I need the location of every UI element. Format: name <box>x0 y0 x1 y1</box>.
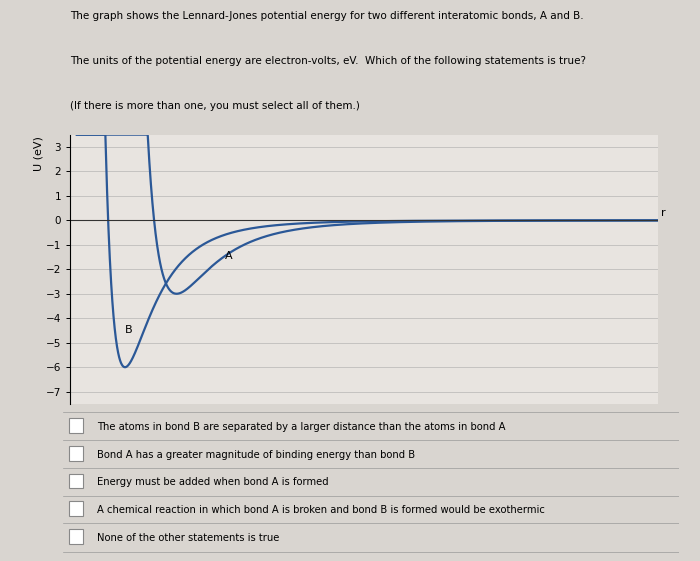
Text: A chemical reaction in which bond A is broken and bond B is formed would be exot: A chemical reaction in which bond A is b… <box>97 505 545 515</box>
Bar <box>69 473 83 488</box>
Text: The graph shows the Lennard-Jones potential energy for two different interatomic: The graph shows the Lennard-Jones potent… <box>70 11 584 21</box>
Bar <box>69 502 83 516</box>
Text: Energy must be added when bond A is formed: Energy must be added when bond A is form… <box>97 477 328 488</box>
Text: None of the other statements is true: None of the other statements is true <box>97 533 279 543</box>
Text: The atoms in bond B are separated by a larger distance than the atoms in bond A: The atoms in bond B are separated by a l… <box>97 422 505 432</box>
Y-axis label: U (eV): U (eV) <box>34 136 43 171</box>
Text: Bond A has a greater magnitude of binding energy than bond B: Bond A has a greater magnitude of bindin… <box>97 450 415 460</box>
Bar <box>69 419 83 433</box>
Text: B: B <box>125 325 132 335</box>
Text: A: A <box>225 251 232 261</box>
Bar <box>69 446 83 461</box>
Text: (If there is more than one, you must select all of them.): (If there is more than one, you must sel… <box>70 101 360 111</box>
Text: r: r <box>662 208 666 218</box>
Text: The units of the potential energy are electron-volts, eV.  Which of the followin: The units of the potential energy are el… <box>70 56 586 66</box>
Bar <box>69 529 83 544</box>
